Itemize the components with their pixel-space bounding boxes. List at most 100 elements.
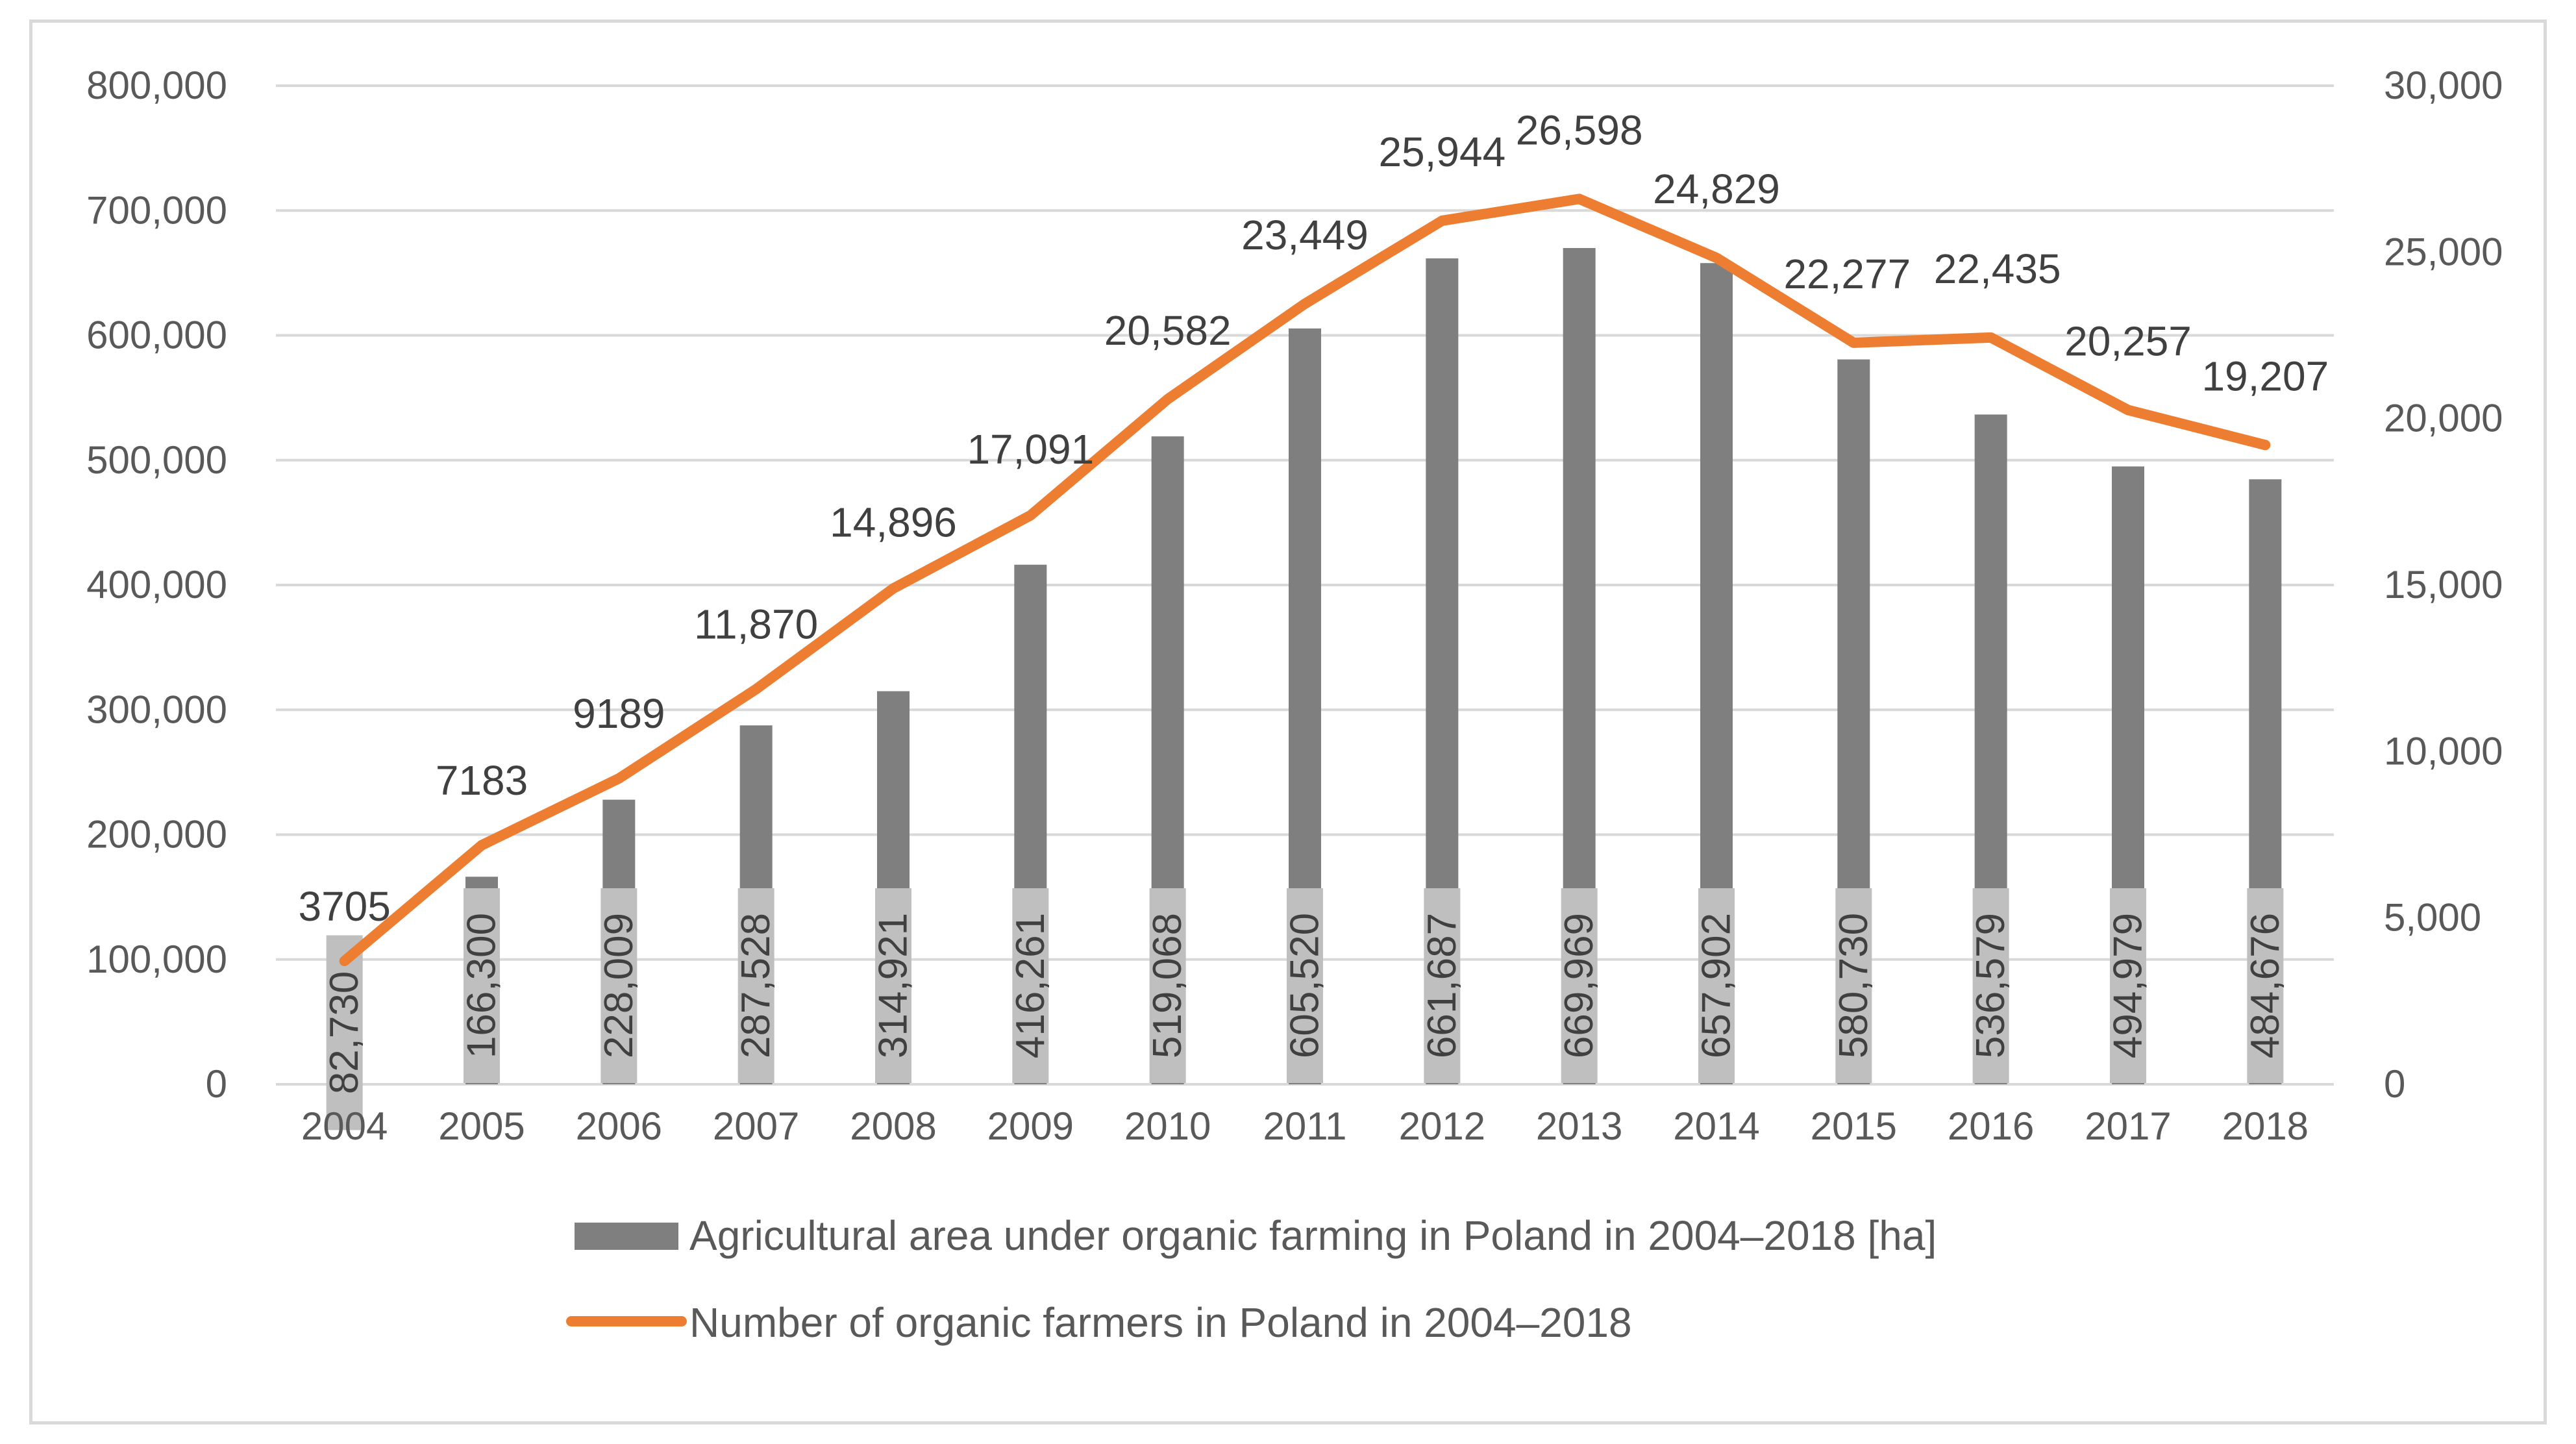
x-tick-label: 2005	[438, 1104, 525, 1148]
bar-label-band	[737, 888, 774, 1083]
line-series	[339, 193, 2271, 967]
bar-data-label: 669,969	[1557, 913, 1602, 1058]
line-point	[893, 588, 894, 590]
bar-data-label: 166,300	[460, 913, 504, 1058]
x-tick-label: 2007	[713, 1104, 799, 1148]
y-right-tick-label: 25,000	[2384, 230, 2503, 273]
bar-data-label: 416,261	[1008, 913, 1053, 1058]
y-left-tick-label: 300,000	[86, 688, 227, 731]
y-right-tick-label: 20,000	[2384, 397, 2503, 440]
bar-data-label: 661,687	[1420, 913, 1465, 1058]
y-left-tick-label: 800,000	[86, 64, 227, 107]
y-left-tick-label: 500,000	[86, 438, 227, 482]
x-tick-label: 2015	[1811, 1104, 1897, 1148]
line-point	[2264, 444, 2266, 446]
y-left-tick-label: 200,000	[86, 813, 227, 856]
bar-label-band	[1561, 888, 1598, 1083]
bar-label-band	[1012, 888, 1049, 1083]
bar-data-label: 314,921	[871, 913, 916, 1058]
bar-data-label: 287,528	[734, 913, 778, 1058]
line-data-label: 17,091	[967, 426, 1094, 473]
line-point	[618, 777, 620, 779]
x-axis: 2004 2005 2006 2007 2008 2009 2010 2011 2012 2013…	[301, 1104, 2309, 1148]
bar-label-band	[1972, 888, 2009, 1083]
bar-data-label: 494,979	[2106, 913, 2151, 1058]
x-tick-label: 2012	[1399, 1104, 1485, 1148]
line-point	[755, 688, 757, 690]
bar-data-label: 657,902	[1694, 913, 1739, 1058]
x-tick-label: 2004	[301, 1104, 388, 1148]
line-data-label: 23,449	[1241, 212, 1368, 258]
x-tick-label: 2008	[850, 1104, 936, 1148]
line-point	[1030, 514, 1032, 516]
legend-bar-swatch	[575, 1223, 678, 1250]
y-right-tick-label: 10,000	[2384, 729, 2503, 773]
chart-frame: 82,730 166,300 228,009 287,528 314,921 416,26…	[29, 19, 2547, 1425]
y-right-tick-label: 15,000	[2384, 563, 2503, 606]
line-point	[481, 844, 482, 846]
x-tick-label: 2011	[1263, 1104, 1346, 1148]
line-data-label: 9189	[573, 690, 665, 737]
y-axis-right: 0 5,000 10,000 15,000 20,000 25,000 30,000	[2384, 64, 2503, 1106]
bar-data-label: 82,730	[322, 971, 367, 1095]
line-point	[1716, 257, 1717, 259]
bar-label-band	[1424, 888, 1461, 1083]
x-tick-label: 2016	[1948, 1104, 2034, 1148]
line-data-label: 22,435	[1934, 245, 2061, 292]
line-point	[1853, 342, 1855, 343]
y-axis-left: 0 100,000 200,000 300,000 400,000 500,000 600,…	[86, 64, 227, 1106]
bar-label-band	[1835, 888, 1872, 1083]
line-point	[1990, 336, 1992, 338]
bar-label-band	[2110, 888, 2146, 1083]
y-left-tick-label: 0	[206, 1062, 227, 1106]
x-tick-label: 2013	[1536, 1104, 1622, 1148]
line-data-label: 20,582	[1104, 307, 1232, 354]
bar-data-label: 536,579	[1968, 913, 2013, 1058]
line-data-label: 26,598	[1516, 106, 1643, 153]
line-point	[1578, 198, 1580, 200]
bar-label-band	[1698, 888, 1735, 1083]
y-left-tick-label: 100,000	[86, 938, 227, 981]
x-tick-label: 2006	[576, 1104, 662, 1148]
legend-line-label: Number of organic farmers in Poland in 2…	[689, 1299, 1632, 1346]
line-data-label: 19,207	[2201, 353, 2329, 399]
line-data-label: 20,257	[2064, 317, 2192, 364]
bar-data-label: 580,730	[1831, 913, 1876, 1058]
bar-label-band	[875, 888, 911, 1083]
line-point	[1167, 398, 1169, 400]
bar-label-band	[326, 935, 363, 1130]
line-data-label: 22,277	[1783, 251, 1911, 297]
bar-label-band	[601, 888, 638, 1083]
line-data-label: 3705	[298, 883, 390, 930]
bar-label-band	[1287, 888, 1323, 1083]
bar-data-labels: 82,730 166,300 228,009 287,528 314,921 416,26…	[322, 888, 2288, 1130]
line-data-label: 11,870	[694, 601, 818, 647]
x-tick-label: 2009	[987, 1104, 1074, 1148]
bar-data-label: 484,676	[2243, 913, 2288, 1058]
y-left-tick-label: 700,000	[86, 188, 227, 232]
y-right-tick-label: 5,000	[2384, 896, 2481, 940]
bar-label-band	[464, 888, 500, 1083]
line-data-label: 24,829	[1653, 166, 1780, 212]
line-data-label: 7183	[436, 757, 528, 804]
bar-data-label: 228,009	[597, 913, 641, 1058]
bar-data-label: 519,068	[1145, 913, 1190, 1058]
bar-label-band	[2247, 888, 2284, 1083]
line-point	[343, 960, 345, 962]
line-point	[1304, 303, 1306, 305]
line-point	[2127, 409, 2129, 411]
line-data-label: 25,944	[1378, 129, 1505, 175]
x-tick-label: 2010	[1124, 1104, 1211, 1148]
chart-svg: 82,730 166,300 228,009 287,528 314,921 416,26…	[86, 64, 2503, 1346]
y-right-tick-label: 30,000	[2384, 64, 2503, 107]
x-tick-label: 2017	[2085, 1104, 2171, 1148]
bar-label-band	[1149, 888, 1186, 1083]
y-left-tick-label: 600,000	[86, 314, 227, 357]
line-data-label: 14,896	[830, 499, 957, 545]
y-left-tick-label: 400,000	[86, 563, 227, 606]
legend-bar-label: Agricultural area under organic farming …	[689, 1212, 1937, 1259]
y-right-tick-label: 0	[2384, 1062, 2405, 1106]
legend: Agricultural area under organic farming …	[566, 1212, 1937, 1346]
bar-data-label: 605,520	[1283, 913, 1328, 1058]
